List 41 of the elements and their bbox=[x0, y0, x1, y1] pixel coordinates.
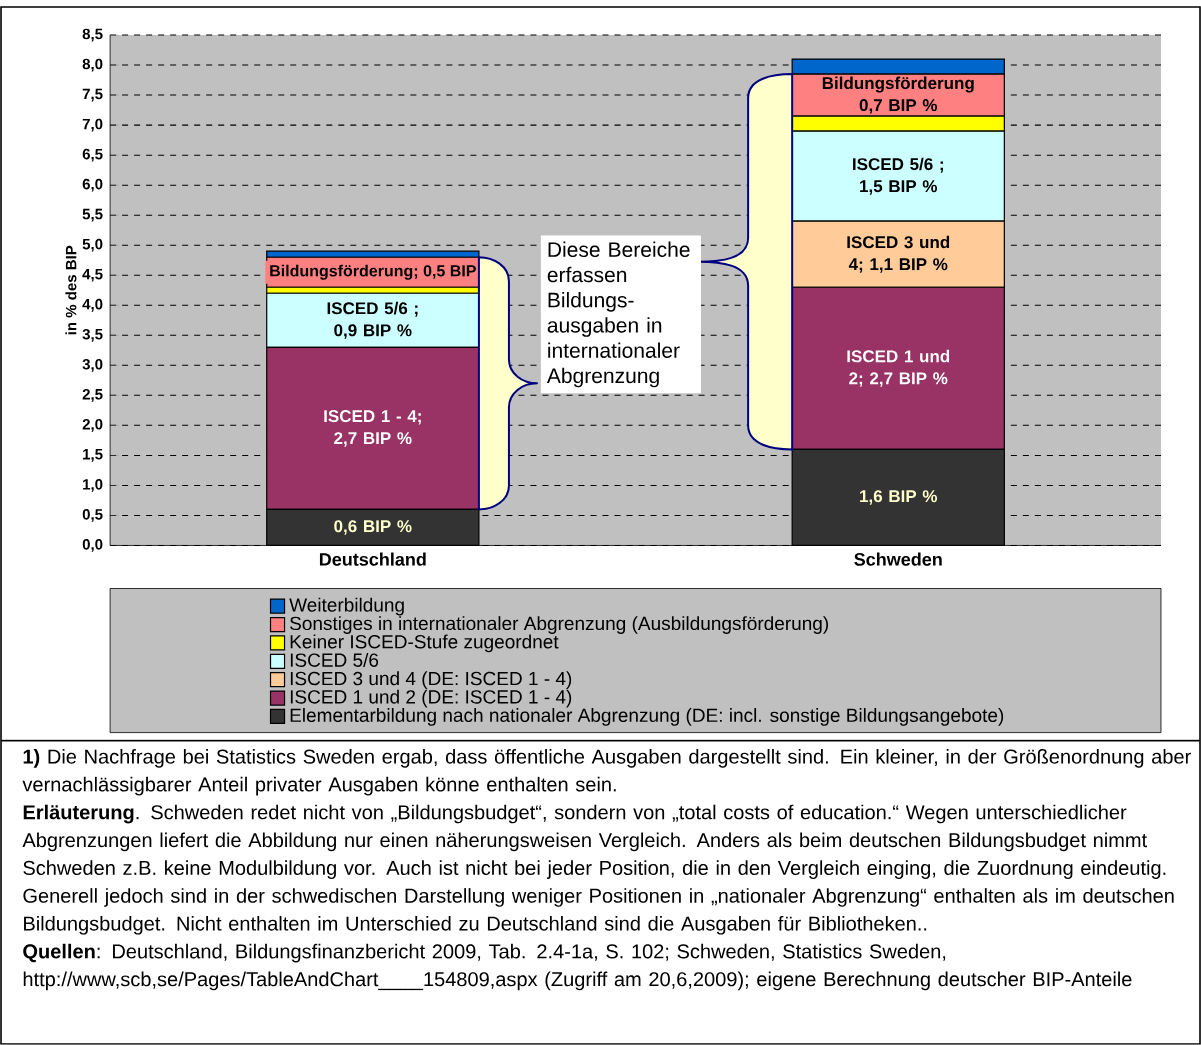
y-tick-label: 2,0 bbox=[82, 419, 103, 432]
legend-label: Keiner ISCED-Stufe zugeordnet bbox=[290, 634, 559, 653]
y-tick-label: 4,5 bbox=[82, 268, 103, 282]
data-label: Bildungsförderung; 0,5 BIP bbox=[270, 264, 476, 280]
data-label: 0,6 BIP % bbox=[334, 520, 412, 535]
text: Quellen: Deutschland, Bildungsfinanzbericht 2009, Tab. 2.4-1a, S. 102; Schweden, Statistics Sweden, http://www,scb,se/Pages/TableAndChart____154809,aspx (Zugriff am 20,6,2009); eigene Berechnung deutscher BIP-Anteile bbox=[23, 943, 1132, 991]
legend-label: ISCED 3 und 4 (DE: ISCED 1 - 4) bbox=[290, 671, 572, 690]
y-tick-label: 7,5 bbox=[82, 88, 103, 102]
y-tick-label: 1,0 bbox=[83, 479, 103, 492]
y-tick-label: 4,0 bbox=[82, 298, 103, 312]
y-tick-label: 3,0 bbox=[82, 358, 103, 372]
y-tick-label: 8,5 bbox=[82, 28, 103, 42]
text: 1) Die Nachfrage bei Statistics Sweden ergab, dass öffentliche Ausgaben dargestellt sind. Ein kleiner, in der Größenordnung aber vernachlässigbarer Anteil privater Ausgaben könne enthalten sein. bbox=[22, 749, 1191, 796]
legend-label: ISCED 1 und 2 (DE: ISCED 1 - 4) bbox=[290, 689, 572, 708]
annotation: Diese Bereiche erfassen Bildungs-ausgaben in internationaler Abgrenzung bbox=[546, 241, 690, 388]
y-tick-label: 0,5 bbox=[82, 509, 103, 522]
y-tick-label: 6,5 bbox=[82, 148, 103, 162]
legend-label: ISCED 5/6 bbox=[290, 652, 379, 667]
y-tick-label: 6,0 bbox=[82, 178, 103, 192]
data-label: Bildungsförderung 0,7 BIP % bbox=[822, 76, 974, 114]
legend-label: Sonstiges in internationaler Abgrenzung (Ausbildungsförderung) bbox=[290, 616, 829, 634]
y-tick-label: 8,0 bbox=[82, 58, 103, 72]
y-tick-label: 0,0 bbox=[82, 539, 103, 552]
text: Erläuterung. Schweden redet nicht von „Bildungsbudget“, sondern von „total costs of education.“ Wegen unterschiedlicher Abgrenzungen liefert die Abbildung nur einen näherungsweisen Vergleich. Anders als beim deutschen Bildungsbudget nimmt Schweden z.B. keine Modulbildung vor. Auch ist nicht bei jeder Position, die in den Vergleich einging, die Zuordnung eindeutig. Generell jedoch sind in der schwedischen Darstellung weniger Positionen in „nationaler Abgrenzung“ enthalten als im deutschen Bildungsbudget. Nicht enthalten im Unterschied zu Deutschland sind die Ausgaben für Bibliotheken.. bbox=[22, 804, 1174, 935]
data-label: ISCED 1 - 4; 2,7 BIP % bbox=[324, 410, 421, 447]
y-tick-label: 3,5 bbox=[82, 328, 103, 342]
data-label: 1,6 BIP % bbox=[860, 490, 938, 505]
legend-label: Weiterbildung bbox=[289, 597, 404, 616]
data-label: ISCED 1 und 2; 2,7 BIP % bbox=[847, 349, 950, 387]
data-label: ISCED 5/6 ; 1,5 BIP % bbox=[853, 157, 943, 195]
data-label: ISCED 3 und 4; 1,1 BIP % bbox=[847, 235, 950, 273]
y-tick-label: 5,5 bbox=[82, 208, 103, 222]
y-tick-label: 5,0 bbox=[82, 238, 103, 252]
data-label: ISCED 5/6 ; 0,9 BIP % bbox=[327, 301, 418, 339]
y-tick-label: 2,5 bbox=[82, 389, 103, 402]
legend-label: Elementarbildung nach nationaler Abgrenzung (DE: incl. sonstige Bildungsangebote) bbox=[290, 708, 1004, 726]
x-tick-label: Schweden bbox=[854, 552, 942, 566]
x-tick-label: Deutschland bbox=[319, 552, 426, 566]
y-tick-label: 7,0 bbox=[82, 118, 103, 132]
y-axis-title: in % des BIP bbox=[65, 245, 77, 335]
y-tick-label: 1,5 bbox=[83, 449, 103, 462]
